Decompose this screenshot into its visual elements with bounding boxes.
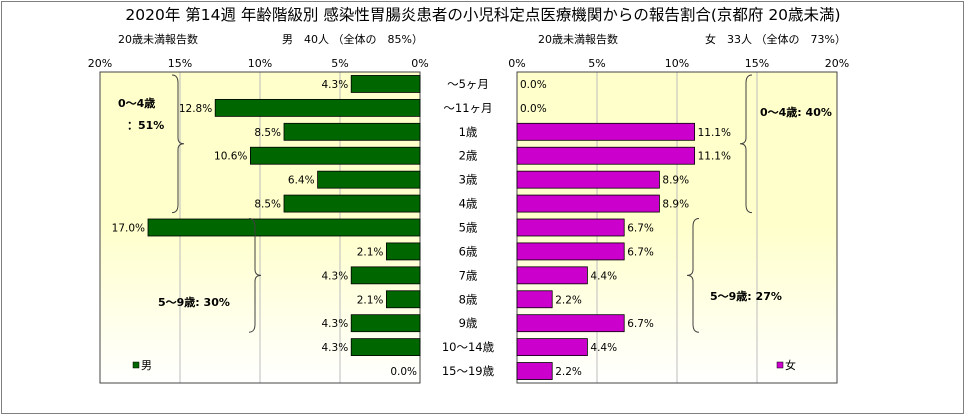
female-tick-label: 10% xyxy=(665,57,689,70)
female-bar xyxy=(516,146,696,165)
male-data-label: 4.3% xyxy=(322,270,349,282)
female-data-label: 4.4% xyxy=(590,342,617,354)
male-bar xyxy=(385,290,421,309)
female-data-label: 8.9% xyxy=(662,199,689,211)
female-annotation-5-9: 5～9歳: 27% xyxy=(710,289,782,303)
female-tick-label: 20% xyxy=(825,57,849,70)
age-category-label: 8歳 xyxy=(459,292,478,306)
male-bar xyxy=(350,338,421,357)
male-data-label: 0.0% xyxy=(390,366,417,378)
female-bar xyxy=(516,122,696,141)
male-tick-label: 0% xyxy=(411,57,428,70)
male-bar xyxy=(350,75,421,93)
age-category-labels: ～5ヶ月 ～11ヶ月 1歳 2歳 3歳 4歳 5歳 6歳 7歳 8歳 9歳 10～14歳 15～19歳 xyxy=(442,77,495,378)
female-bar xyxy=(516,338,588,357)
female-data-label: 6.7% xyxy=(627,318,654,330)
male-data-label: 17.0% xyxy=(112,223,145,235)
female-bar xyxy=(516,194,660,213)
male-bar xyxy=(283,122,421,141)
male-bar xyxy=(249,146,421,165)
female-bar xyxy=(516,290,553,309)
female-data-label: 2.2% xyxy=(555,294,582,306)
male-data-label: 8.5% xyxy=(254,127,281,139)
male-data-label: 4.3% xyxy=(322,79,349,91)
female-legend-label: 女 xyxy=(785,358,796,372)
female-tick-label: 15% xyxy=(745,57,769,70)
male-data-label: 8.5% xyxy=(254,199,281,211)
male-data-label: 2.1% xyxy=(357,294,384,306)
male-data-label: 10.6% xyxy=(214,151,247,163)
age-category-label: ～11ヶ月 xyxy=(443,101,492,115)
female-tick-label: 5% xyxy=(588,57,605,70)
male-annotation-5-9: 5～9歳: 30% xyxy=(158,295,230,309)
right-subtitle-total: 女 33人 （全体の 73%） xyxy=(705,32,846,46)
male-tick-label: 5% xyxy=(331,57,348,70)
age-category-label: 9歳 xyxy=(459,316,478,330)
male-bar xyxy=(350,314,421,333)
female-bar xyxy=(516,170,660,189)
male-tick-label: 15% xyxy=(168,57,192,70)
male-data-label: 12.8% xyxy=(179,103,212,115)
female-data-label: 11.1% xyxy=(698,127,731,139)
age-category-label: 10～14歳 xyxy=(442,340,495,354)
male-data-label: 4.3% xyxy=(322,342,349,354)
female-bar xyxy=(516,218,625,237)
age-category-label: 4歳 xyxy=(459,197,478,211)
male-age-bracket xyxy=(248,218,262,333)
age-category-label: 2歳 xyxy=(459,149,478,163)
male-annotation-0-4-pct: ：51% xyxy=(127,119,164,132)
female-chart: 0% 5% 10% 15% 20% 0.0% 0.0% 11.1% 11.1% 8.9% 8.9% 6… xyxy=(508,57,849,384)
male-chart: 20% 15% 10% 5% 0% 4.3% 12.8% 8.5% 10.6% 6.4% 8.5% 1… xyxy=(88,57,429,384)
female-data-label: 0.0% xyxy=(520,103,547,115)
female-bar xyxy=(516,314,625,333)
age-category-label: 15～19歳 xyxy=(442,364,495,378)
female-legend-swatch xyxy=(776,361,784,369)
male-bar xyxy=(283,194,421,213)
male-data-label: 4.3% xyxy=(322,318,349,330)
female-data-label: 8.9% xyxy=(662,175,689,187)
female-data-label: 0.0% xyxy=(520,79,547,91)
left-subtitle-count: 20歳未満報告数 xyxy=(118,33,198,46)
age-category-label: 5歳 xyxy=(459,221,478,235)
female-bar xyxy=(516,242,625,261)
male-tick-label: 20% xyxy=(88,57,112,70)
male-legend-label: 男 xyxy=(141,359,152,372)
age-category-label: 1歳 xyxy=(459,125,478,139)
male-bar xyxy=(317,170,421,189)
age-category-label: 7歳 xyxy=(459,268,478,282)
female-age-bracket xyxy=(739,74,753,214)
female-annotation-0-4: 0～4歳: 40% xyxy=(760,105,832,119)
left-subtitle-total: 男 40人 （全体の 85%） xyxy=(282,32,423,46)
female-data-label: 2.2% xyxy=(555,366,582,378)
female-bar xyxy=(516,266,588,285)
male-bar xyxy=(385,242,421,261)
female-data-label: 6.7% xyxy=(627,223,654,235)
female-age-bracket xyxy=(686,218,700,333)
male-annotation-0-4: 0～4歳 xyxy=(118,96,155,110)
male-data-label: 2.1% xyxy=(357,246,384,258)
male-age-bracket xyxy=(171,74,185,214)
age-category-label: ～5ヶ月 xyxy=(447,77,489,91)
female-data-label: 6.7% xyxy=(627,246,654,258)
female-tick-label: 0% xyxy=(508,57,525,70)
chart-title: 2020年 第14週 年齢階級別 感染性胃腸炎患者の小児科定点医療機関からの報告… xyxy=(125,6,840,24)
male-data-label: 6.4% xyxy=(288,175,315,187)
male-bar xyxy=(147,218,421,237)
male-bar xyxy=(350,266,421,285)
right-subtitle-count: 20歳未満報告数 xyxy=(538,33,618,46)
age-category-label: 6歳 xyxy=(459,244,478,258)
female-data-label: 4.4% xyxy=(590,270,617,282)
female-bar xyxy=(516,362,553,380)
male-legend-swatch xyxy=(132,361,140,369)
male-tick-label: 10% xyxy=(248,57,272,70)
male-bar xyxy=(214,98,421,117)
female-data-label: 11.1% xyxy=(698,151,731,163)
age-category-label: 3歳 xyxy=(459,173,478,187)
